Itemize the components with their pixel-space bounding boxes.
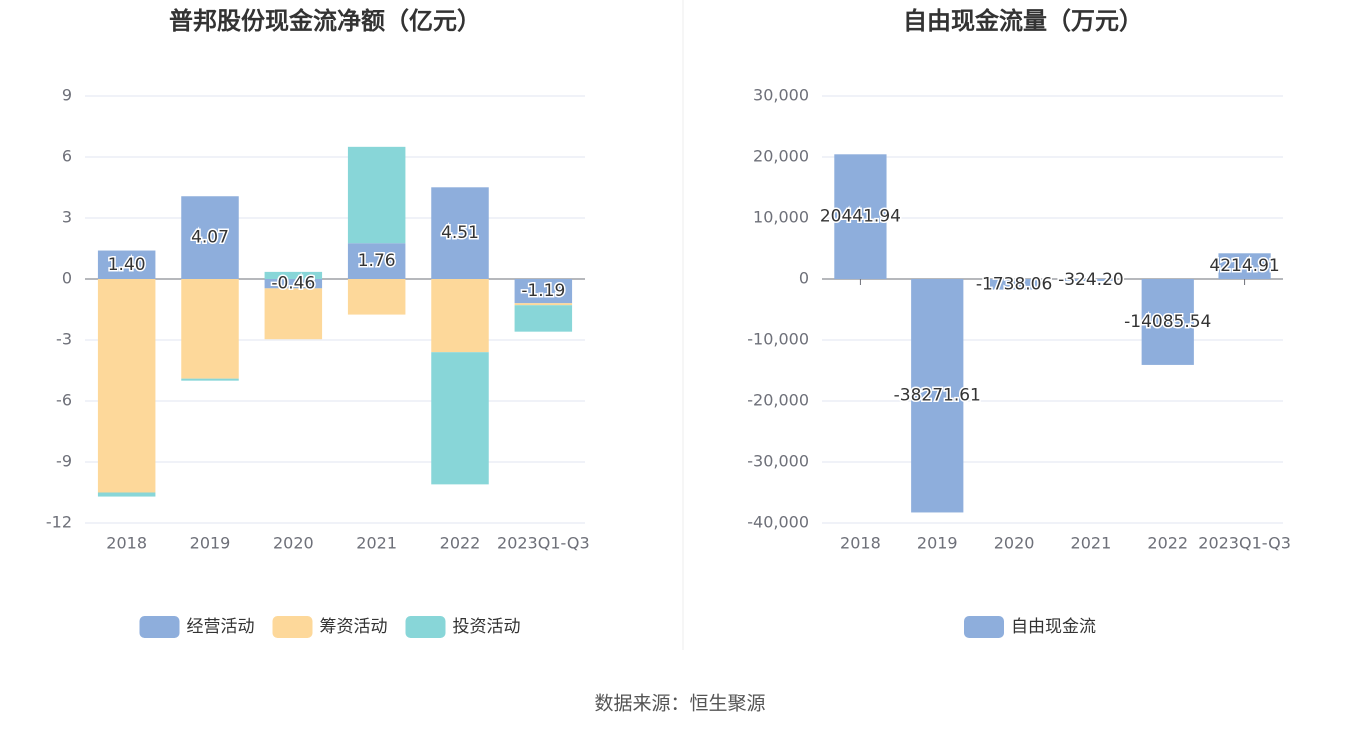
bar [1141,279,1194,365]
y-tick-label: 20,000 [753,147,809,166]
value-label: 20441.94 [820,207,901,227]
y-tick-label: -12 [46,513,72,532]
bar [181,279,239,379]
bar [264,279,323,289]
labels: 20441.94 -38271.61 -1738.06 -324.20 -14085.5… [818,205,1281,407]
y-tick-label: 9 [62,86,72,105]
bar [181,196,239,279]
x-tick-label: 2019 [190,534,231,553]
y-tick-label: 0 [62,269,72,288]
x-tick-label: 2019 [917,534,958,553]
legend-label: 投资活动 [453,617,521,637]
value-label: 4.07 [191,228,229,248]
bar [1218,253,1271,279]
bar [911,279,964,513]
bar [97,250,156,279]
legend: 经营活动 筹资活动 投资活动 [139,616,521,638]
y-tick-label: 10,000 [753,208,809,227]
legend-swatch [405,616,446,638]
y-tick-label: -6 [56,391,72,410]
x-tick-label: 2020 [273,534,314,553]
bar [431,352,489,485]
x-tick-label: 2022 [1147,534,1188,553]
legend-label: 经营活动 [187,617,255,637]
source-note: 数据来源：恒生聚源 [594,693,765,715]
labels: 1.40 4.07 -0.46 1.76 4.51 -1.19 [106,222,567,303]
bar [264,288,323,340]
y-tick-label: 0 [799,269,809,288]
y-tick-label: -40,000 [747,513,809,532]
bar [97,492,156,497]
value-label: -1738.06 [976,274,1052,294]
legend-swatch [139,616,180,638]
x-tick-label: 2023Q1-Q3 [497,534,590,553]
x-tick-label: 2018 [840,534,881,553]
x-tick-label: 2018 [106,534,147,553]
grid [85,95,585,524]
value-label: -14085.54 [1124,312,1211,332]
x-tick-label: 2020 [994,534,1035,553]
bars [834,154,1271,513]
value-label: 4.51 [441,223,479,243]
value-label: -0.46 [271,274,315,294]
y-tick-label: -30,000 [747,452,809,471]
y-tick-label: -20,000 [747,391,809,410]
value-label: -1.19 [521,281,565,301]
bar [1064,279,1118,281]
legend-item: 筹资活动 [272,616,388,638]
bar [264,271,323,279]
value-label: 1.76 [358,251,396,271]
bar [514,279,573,304]
legend-item: 投资活动 [405,616,521,638]
legend-label: 自由现金流 [1011,617,1096,637]
chart-title: 自由现金流量（万元） [903,7,1143,35]
value-label: 1.40 [108,255,146,275]
bar [431,279,489,353]
bar [834,154,887,279]
bar [514,303,573,306]
x-tick-label: 2022 [440,534,481,553]
bar [97,279,156,493]
bar [347,146,406,244]
legend-item: 经营活动 [139,616,255,638]
y-tick-label: 30,000 [753,86,809,105]
legend-item: 自由现金流 [964,616,1096,638]
bar [347,279,406,315]
legend: 自由现金流 [964,616,1096,638]
y-tick-label: -10,000 [747,330,809,349]
x-tick-label: 2021 [1071,534,1112,553]
x-tick-label: 2023Q1-Q3 [1198,534,1291,553]
chart-title: 普邦股份现金流净额（亿元） [169,7,481,35]
y-tick-label: 6 [62,147,72,166]
bars [97,146,573,497]
y-tick-label: -3 [56,330,72,349]
y-tick-label: -9 [56,452,72,471]
bar [431,187,489,279]
legend-swatch [272,616,313,638]
bar [347,243,406,279]
y-tick-label: 3 [62,208,72,227]
value-label: 4214.91 [1209,256,1279,276]
bar [987,279,1041,290]
x-tick-label: 2021 [356,534,397,553]
value-label: -38271.61 [894,386,981,406]
legend-label: 筹资活动 [320,617,388,637]
legend-swatch [964,616,1004,638]
bar [181,378,239,381]
grid [822,95,1283,524]
bar [514,305,573,332]
value-label: -324.20 [1058,270,1124,290]
